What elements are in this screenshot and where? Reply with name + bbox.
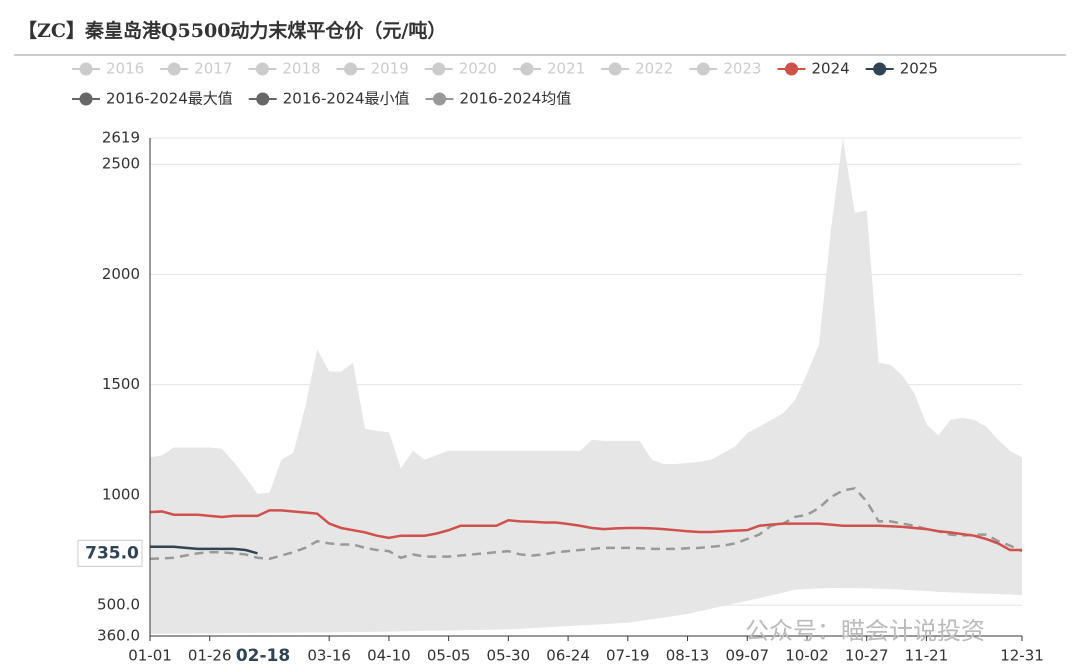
legend-label: 2024 [812,60,850,78]
legend-item[interactable]: 2016-2024最小值 [248,90,410,108]
legend-label: 2025 [900,60,938,78]
legend-icon [696,62,710,76]
y-pointer-box [77,539,143,567]
legend-item[interactable]: 2016-2024最大值 [72,90,233,108]
legend-label: 2016-2024最大值 [106,90,233,108]
chart-title: 【ZC】秦皇岛港Q5500动力末煤平仓价（元/吨） [18,19,446,42]
x-tick-label: 10-27 [845,647,889,665]
x-pointer-box [232,643,294,667]
legend-label: 2021 [547,60,585,78]
legend-label: 2023 [723,60,761,78]
legend-item[interactable]: 2025 [865,60,938,78]
legend-icon [255,62,269,76]
legend-label: 2017 [194,60,232,78]
x-pointer-label: 02-18 [236,646,290,666]
watermark: 公众号：瞄会计说投资 [745,617,985,645]
legend-icon [520,62,534,76]
y-tick-label: 2500 [102,155,140,173]
x-tick-label: 12-31 [1000,647,1044,665]
x-tick-label: 01-26 [188,647,232,665]
legend: 2016 2017 2018 2019 2020 2021 2022 2023 2024 2025… [72,60,938,108]
legend-icon [432,62,446,76]
legend-item[interactable]: 2021 [512,60,585,78]
legend-item[interactable]: 2016 [72,60,144,78]
legend-item[interactable]: 2022 [601,60,673,78]
x-labels: 01-01 01-26 03-16 04-10 05-05 05-30 06-24 07-19… [128,636,1044,665]
y-pointer-label: 735.0 [85,543,139,563]
legend-label: 2018 [282,60,320,78]
x-tick-label: 08-13 [666,647,710,665]
legend-icon [256,92,270,106]
x-tick-label: 05-05 [427,647,471,665]
y-tick-label: 500.0 [97,596,140,614]
x-tick-label: 11-21 [905,647,949,665]
legend-item[interactable]: 2016-2024均值 [425,90,572,108]
y-tick-label: 2000 [102,265,140,283]
x-tick-label: 04-10 [367,647,411,665]
plot [149,138,1023,634]
legend-label: 2022 [635,60,673,78]
y-tick-label: 2619 [102,129,140,147]
legend-label: 2016 [106,60,144,78]
legend-icon [608,62,622,76]
x-tick-label: 03-16 [307,647,351,665]
y-tick-label: 360.0 [97,627,140,645]
x-tick-label: 05-30 [487,647,531,665]
legend-icon [344,62,358,76]
legend-icon [873,62,887,76]
legend-item[interactable]: 2023 [689,60,762,78]
legend-label: 2016-2024均值 [460,90,572,108]
legend-item[interactable]: 2020 [424,60,497,78]
x-tick-label: 01-01 [128,647,172,665]
x-tick-label: 10-02 [785,647,829,665]
legend-icon [785,62,798,76]
x-tick-label: 07-19 [606,647,650,665]
legend-icon [79,62,93,76]
x-tick-label: 06-24 [546,647,590,665]
legend-label: 2020 [459,60,497,78]
legend-item[interactable]: 2018 [248,60,321,78]
mean-line [149,486,1023,561]
legend-label: 2019 [371,60,409,78]
y-tick-label: 1000 [102,485,140,503]
legend-icon [433,92,447,106]
range-band [150,138,1022,634]
legend-icon [79,92,93,106]
series-line [149,509,1022,552]
legend-item[interactable]: 2024 [777,60,850,78]
legend-item[interactable]: 2017 [160,60,232,78]
legend-icon [167,62,181,76]
y-tick-label: 1500 [102,375,140,393]
series-line [150,545,258,555]
x-tick-label: 09-07 [725,647,769,665]
legend-item[interactable]: 2019 [336,60,409,78]
legend-label: 2016-2024最小值 [283,90,410,108]
